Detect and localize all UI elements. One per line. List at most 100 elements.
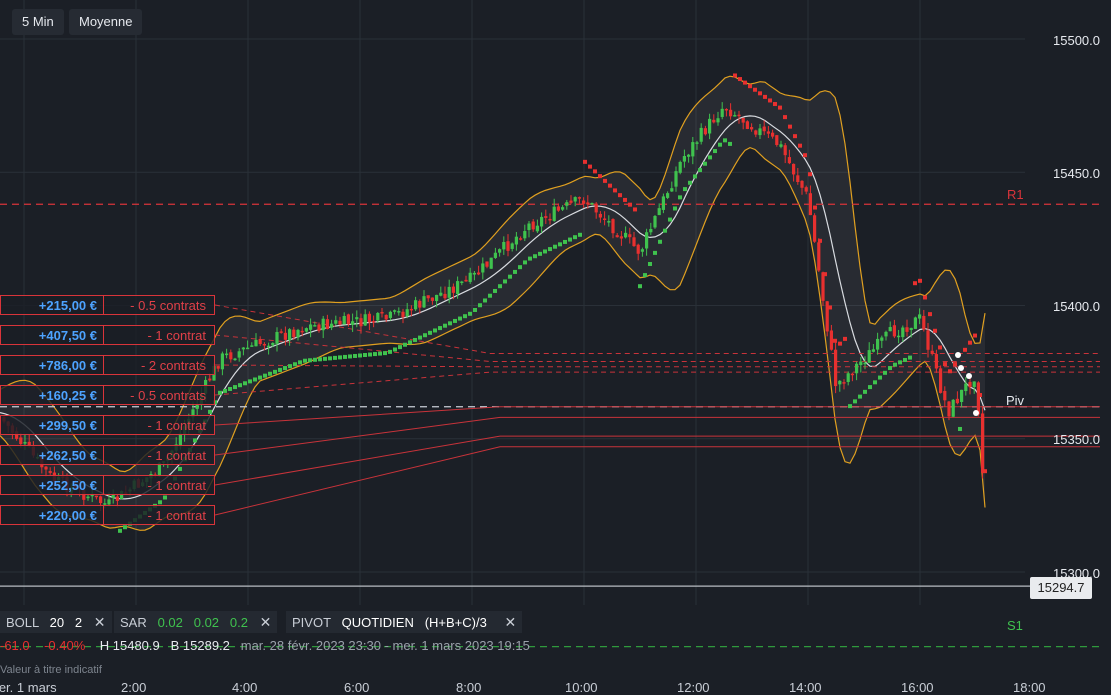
sar-dot	[403, 342, 407, 347]
sar-dot	[748, 84, 752, 89]
candle-body	[258, 338, 262, 345]
indicator-sar[interactable]: SAR 0.02 0.02 0.2 ✕	[114, 611, 278, 633]
candle-body	[506, 241, 510, 251]
candle-body	[401, 311, 405, 318]
position-quantity: - 1 contrat	[104, 325, 215, 345]
sar-dot	[583, 159, 587, 164]
sar-dot	[118, 528, 122, 533]
candle-body	[598, 213, 602, 218]
candle-body	[23, 442, 27, 444]
sar-dot	[948, 369, 952, 374]
candle-body	[829, 330, 833, 350]
sar-dot	[928, 312, 932, 317]
sar-dot	[163, 495, 167, 500]
chart-type-button[interactable]: Moyenne	[69, 9, 143, 35]
price-change-pct: -0.40%	[44, 638, 86, 653]
sar-dot	[283, 366, 287, 371]
candle-body	[573, 197, 577, 202]
pivot-period: QUOTIDIEN	[341, 615, 414, 630]
candle-body	[325, 319, 329, 329]
candle-body	[468, 272, 472, 282]
candle-body	[111, 495, 115, 499]
candle-body	[540, 216, 544, 227]
candle-body	[338, 320, 342, 325]
sar-dot	[873, 380, 877, 385]
candle-body	[951, 399, 955, 417]
indicator-pivot[interactable]: PIVOT QUOTIDIEN (H+B+C)/3 ✕	[286, 611, 523, 633]
sar-dot	[513, 269, 517, 274]
candle-body	[741, 117, 745, 123]
candle-body	[250, 345, 254, 347]
sar-dot	[938, 345, 942, 350]
candle-body	[615, 235, 619, 238]
candle-body	[577, 197, 581, 199]
high-label: H	[99, 638, 110, 653]
candle-body	[745, 121, 749, 129]
time-tick-1000: 10:00	[565, 680, 598, 695]
candle-body	[481, 263, 485, 273]
sar-dot	[423, 333, 427, 338]
position-quantity: - 0.5 contrats	[104, 385, 215, 405]
candle-body	[456, 281, 460, 295]
candle-body	[157, 462, 161, 477]
candle-body	[27, 441, 31, 447]
candle-body	[267, 345, 271, 348]
sar-dot	[443, 323, 447, 328]
sar-dot	[288, 364, 292, 369]
sar-dot	[248, 379, 252, 384]
candle-body	[850, 373, 854, 376]
sar-dot	[478, 303, 482, 308]
sar-dot	[338, 355, 342, 360]
close-icon[interactable]: ✕	[93, 614, 106, 630]
price-tick-15400: 15400.0	[1053, 299, 1100, 314]
price-tick-15350: 15350.0	[1053, 432, 1100, 447]
sar-dot	[738, 77, 742, 82]
candle-body	[766, 131, 770, 134]
candle-body	[787, 157, 791, 164]
sar-dot	[508, 274, 512, 279]
sar-dot	[318, 357, 322, 362]
position-entry-line	[214, 334, 1100, 362]
sar-dot	[398, 345, 402, 350]
sar-dot	[368, 352, 372, 357]
sar-dot	[268, 371, 272, 376]
candle-body	[821, 272, 825, 301]
pivot-r1-label: R1	[1007, 187, 1024, 202]
candle-body	[262, 343, 266, 346]
candle-body	[548, 218, 552, 221]
sar-dot	[918, 278, 922, 283]
candle-body	[955, 398, 959, 404]
sar-dot	[923, 295, 927, 300]
candle-body	[544, 216, 548, 218]
candle-body	[178, 433, 182, 447]
sar-dot	[838, 341, 842, 346]
candle-body	[947, 401, 951, 417]
candle-body	[863, 362, 867, 365]
price-tick-15500: 15500.0	[1053, 33, 1100, 48]
candle-body	[334, 320, 338, 324]
candle-body	[976, 382, 980, 415]
candle-body	[384, 314, 388, 320]
timeframe-button[interactable]: 5 Min	[12, 9, 64, 35]
sar-dot	[603, 178, 607, 183]
pivot-name: PIVOT	[292, 615, 331, 630]
candle-body	[321, 318, 325, 331]
sar-dot	[808, 172, 812, 177]
sar-dot	[548, 247, 552, 252]
candle-body	[674, 171, 678, 187]
candle-body	[708, 118, 712, 134]
candle-body	[922, 315, 926, 330]
indicator-boll[interactable]: BOLL 20 2 ✕	[0, 611, 112, 633]
close-icon[interactable]: ✕	[504, 614, 517, 630]
candle-body	[661, 196, 665, 210]
candle-body	[519, 238, 523, 240]
indicative-disclaimer: Valeur à titre indicatif	[0, 664, 102, 676]
sar-dot	[353, 353, 357, 358]
sar-dot	[233, 385, 237, 390]
candle-body	[901, 327, 905, 338]
sar-dot	[933, 328, 937, 333]
candle-body	[464, 279, 468, 282]
close-icon[interactable]: ✕	[259, 614, 272, 630]
sar-dot	[693, 174, 697, 179]
candle-body	[905, 327, 909, 332]
